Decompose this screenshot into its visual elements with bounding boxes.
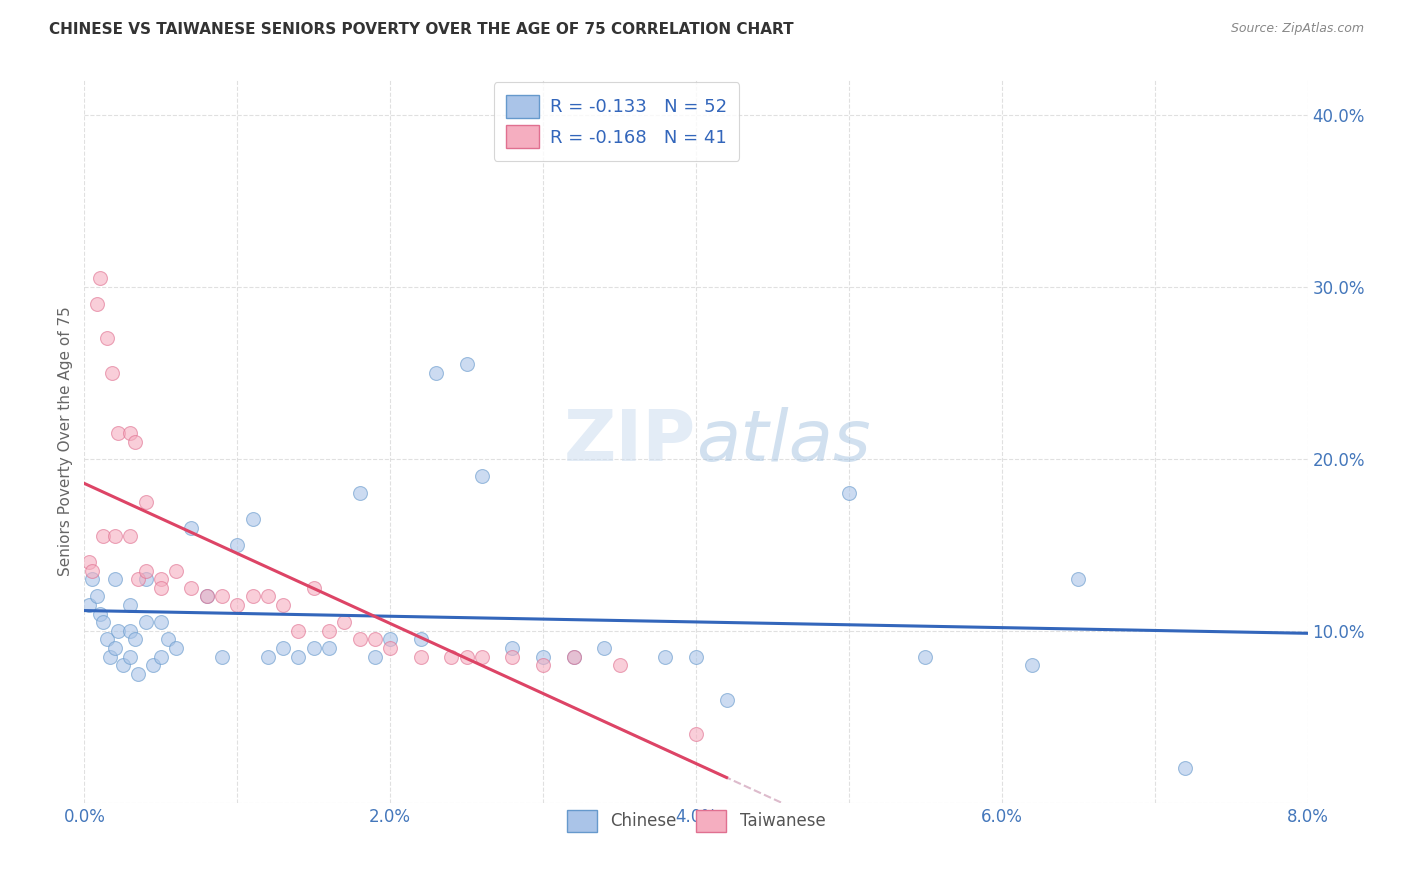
Point — [101, 366, 124, 380]
Point — [685, 727, 707, 741]
Point — [562, 649, 585, 664]
Point — [80, 564, 103, 578]
Point — [302, 640, 325, 655]
Point — [149, 649, 172, 664]
Point — [456, 357, 478, 371]
Point — [77, 598, 100, 612]
Point — [409, 632, 432, 647]
Point — [211, 590, 233, 604]
Point — [165, 564, 187, 578]
Point — [180, 520, 202, 534]
Point — [211, 649, 233, 664]
Point — [135, 615, 157, 630]
Point — [77, 555, 100, 569]
Text: CHINESE VS TAIWANESE SENIORS POVERTY OVER THE AGE OF 75 CORRELATION CHART: CHINESE VS TAIWANESE SENIORS POVERTY OVE… — [49, 22, 794, 37]
Point — [838, 486, 860, 500]
Point — [271, 640, 294, 655]
Point — [380, 632, 402, 647]
Point — [287, 624, 309, 638]
Point — [195, 590, 218, 604]
Point — [502, 649, 524, 664]
Point — [120, 529, 142, 543]
Point — [165, 640, 187, 655]
Point — [914, 649, 936, 664]
Point — [120, 624, 142, 638]
Point — [124, 434, 146, 449]
Point — [86, 590, 108, 604]
Point — [86, 297, 108, 311]
Point — [409, 649, 432, 664]
Point — [593, 640, 616, 655]
Point — [257, 590, 280, 604]
Point — [242, 590, 264, 604]
Point — [135, 572, 157, 586]
Point — [89, 607, 111, 621]
Point — [96, 632, 118, 647]
Point — [716, 692, 738, 706]
Point — [104, 572, 127, 586]
Point — [609, 658, 631, 673]
Point — [127, 666, 149, 681]
Point — [685, 649, 707, 664]
Point — [124, 632, 146, 647]
Point — [107, 425, 129, 440]
Point — [180, 581, 202, 595]
Text: ZIP: ZIP — [564, 407, 696, 476]
Point — [226, 538, 249, 552]
Y-axis label: Seniors Poverty Over the Age of 75: Seniors Poverty Over the Age of 75 — [58, 307, 73, 576]
Point — [120, 425, 142, 440]
Point — [142, 658, 165, 673]
Text: Source: ZipAtlas.com: Source: ZipAtlas.com — [1230, 22, 1364, 36]
Point — [96, 331, 118, 345]
Point — [242, 512, 264, 526]
Point — [91, 529, 114, 543]
Point — [111, 658, 134, 673]
Point — [1174, 761, 1197, 775]
Point — [456, 649, 478, 664]
Point — [1067, 572, 1090, 586]
Point — [271, 598, 294, 612]
Point — [91, 615, 114, 630]
Point — [531, 658, 554, 673]
Point — [127, 572, 149, 586]
Point — [80, 572, 103, 586]
Point — [318, 624, 340, 638]
Point — [562, 649, 585, 664]
Point — [471, 469, 494, 483]
Point — [135, 494, 157, 508]
Point — [380, 640, 402, 655]
Point — [89, 271, 111, 285]
Point — [425, 366, 447, 380]
Point — [226, 598, 249, 612]
Point — [349, 486, 371, 500]
Point — [195, 590, 218, 604]
Point — [107, 624, 129, 638]
Point — [98, 649, 121, 664]
Point — [287, 649, 309, 664]
Point — [120, 649, 142, 664]
Point — [149, 581, 172, 595]
Point — [302, 581, 325, 595]
Point — [135, 564, 157, 578]
Point — [104, 640, 127, 655]
Point — [349, 632, 371, 647]
Point — [318, 640, 340, 655]
Point — [157, 632, 180, 647]
Point — [257, 649, 280, 664]
Point — [364, 632, 387, 647]
Point — [364, 649, 387, 664]
Point — [149, 615, 172, 630]
Point — [471, 649, 494, 664]
Point — [104, 529, 127, 543]
Point — [120, 598, 142, 612]
Point — [333, 615, 356, 630]
Point — [1021, 658, 1043, 673]
Point — [531, 649, 554, 664]
Point — [149, 572, 172, 586]
Point — [502, 640, 524, 655]
Text: atlas: atlas — [696, 407, 870, 476]
Legend: Chinese, Taiwanese: Chinese, Taiwanese — [553, 797, 839, 845]
Point — [440, 649, 463, 664]
Point — [654, 649, 676, 664]
